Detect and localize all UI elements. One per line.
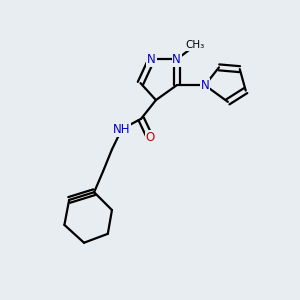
Text: O: O xyxy=(146,131,154,144)
Text: NH: NH xyxy=(113,123,130,136)
Text: N: N xyxy=(201,79,209,92)
Text: N: N xyxy=(147,53,156,66)
Text: CH₃: CH₃ xyxy=(186,40,205,50)
Text: N: N xyxy=(172,53,181,66)
